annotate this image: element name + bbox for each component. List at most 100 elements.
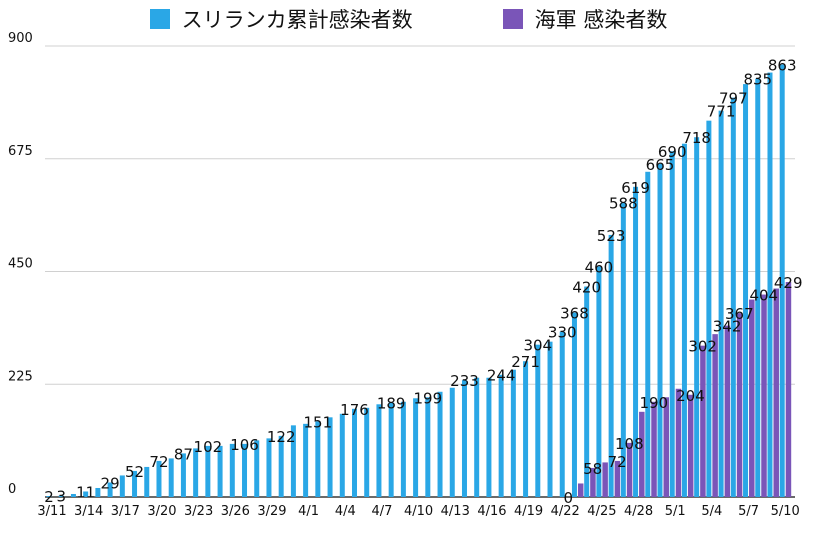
- y-tick-label: 450: [8, 257, 33, 272]
- bar-srilanka: [278, 435, 284, 497]
- x-tick-label: 3/26: [221, 504, 250, 519]
- bar-srilanka: [718, 110, 724, 497]
- bar-srilanka: [168, 458, 174, 497]
- x-tick-label: 3/23: [184, 504, 213, 519]
- data-label-srilanka: 244: [487, 367, 516, 385]
- x-tick-label: 4/16: [477, 504, 506, 519]
- data-label-srilanka: 420: [572, 279, 601, 297]
- bar-srilanka: [584, 286, 590, 497]
- bar-srilanka: [743, 84, 749, 497]
- data-label-srilanka: 122: [267, 428, 296, 446]
- bar-navy: [663, 397, 669, 497]
- data-label-srilanka: 11: [76, 483, 95, 501]
- bar-srilanka: [730, 97, 736, 497]
- data-label-srilanka: 176: [340, 401, 369, 419]
- bar-srilanka: [70, 493, 76, 497]
- bar-srilanka: [95, 487, 101, 497]
- bar-srilanka: [217, 445, 223, 497]
- bar-srilanka: [107, 482, 113, 497]
- bar-navy: [626, 442, 633, 497]
- bar-srilanka: [290, 425, 296, 497]
- bar-srilanka: [388, 402, 394, 497]
- bar-navy: [761, 294, 767, 497]
- bar-srilanka: [657, 163, 663, 497]
- bar-srilanka: [669, 151, 675, 497]
- bar-srilanka: [596, 266, 602, 497]
- bar-srilanka: [205, 445, 211, 497]
- x-tick-label: 4/4: [335, 504, 356, 519]
- x-tick-label: 3/29: [257, 504, 286, 519]
- x-tick-label: 4/7: [371, 504, 392, 519]
- bar-navy: [675, 388, 682, 497]
- legend-swatch-navy: [502, 9, 523, 29]
- bar-navy: [712, 334, 718, 497]
- data-label-srilanka: 690: [658, 143, 687, 161]
- bar-navy: [773, 288, 779, 497]
- y-tick-label: 900: [8, 31, 33, 46]
- data-label-srilanka: 3: [56, 487, 66, 505]
- data-label-srilanka: 199: [413, 389, 442, 407]
- bar-srilanka: [645, 171, 651, 498]
- bar-srilanka: [266, 438, 272, 497]
- bar-srilanka: [254, 440, 260, 497]
- data-label-navy: 0: [563, 489, 573, 507]
- data-label-navy: 108: [615, 435, 644, 453]
- data-label-srilanka: 588: [609, 194, 638, 212]
- x-tick-label: 4/13: [441, 504, 470, 519]
- data-label-srilanka: 304: [523, 337, 552, 355]
- data-label-navy: 342: [713, 318, 742, 336]
- bar-srilanka: [327, 417, 333, 497]
- x-tick-label: 3/11: [37, 504, 66, 519]
- bar-srilanka: [58, 495, 64, 497]
- bar-srilanka: [474, 377, 480, 497]
- bar-srilanka: [620, 202, 626, 497]
- bar-navy: [639, 411, 645, 497]
- bar-srilanka: [547, 341, 553, 497]
- y-tick-label: 675: [8, 144, 33, 159]
- bar-srilanka: [694, 137, 700, 498]
- bar-srilanka: [229, 443, 235, 497]
- bar-srilanka: [706, 120, 712, 497]
- bar-navy: [590, 467, 596, 497]
- data-label-srilanka: 29: [101, 474, 120, 492]
- x-tick-label: 4/1: [298, 504, 319, 519]
- data-label-srilanka: 619: [621, 179, 650, 197]
- bar-srilanka: [144, 466, 150, 497]
- bar-srilanka: [180, 453, 186, 497]
- bar-navy: [785, 282, 792, 497]
- data-label-srilanka: 233: [450, 372, 479, 390]
- data-label-navy: 204: [676, 387, 705, 405]
- data-label-srilanka: 72: [149, 453, 168, 471]
- bar-navy: [724, 325, 731, 497]
- bar-srilanka: [498, 374, 504, 497]
- x-tick-label: 5/7: [738, 504, 759, 519]
- x-tick-label: 4/22: [551, 504, 580, 519]
- bar-navy: [687, 394, 694, 497]
- bar-srilanka: [413, 398, 419, 497]
- bar-srilanka: [681, 143, 687, 497]
- x-tick-label: 4/10: [404, 504, 433, 519]
- bar-navy: [651, 401, 657, 497]
- data-label-navy: 302: [688, 338, 717, 356]
- legend-label-navy: 海軍 感染者数: [534, 8, 668, 32]
- data-label-navy: 367: [725, 305, 754, 323]
- data-label-srilanka: 87: [174, 445, 193, 463]
- x-tick-label: 4/28: [624, 504, 653, 519]
- data-label-srilanka: 797: [719, 90, 748, 108]
- data-label-srilanka: 330: [548, 324, 577, 342]
- bar-srilanka: [535, 344, 541, 497]
- bar-srilanka: [779, 64, 785, 498]
- data-label-navy: 190: [639, 394, 668, 412]
- x-tick-label: 5/10: [771, 504, 800, 519]
- bar-srilanka: [46, 495, 52, 497]
- x-tick-label: 3/17: [111, 504, 140, 519]
- data-label-srilanka: 52: [125, 463, 144, 481]
- data-label-srilanka: 368: [560, 305, 589, 323]
- bar-srilanka: [449, 387, 455, 497]
- bar-srilanka: [303, 423, 309, 497]
- bar-srilanka: [425, 397, 431, 497]
- bar-srilanka: [119, 475, 125, 497]
- data-label-srilanka: 863: [768, 57, 797, 75]
